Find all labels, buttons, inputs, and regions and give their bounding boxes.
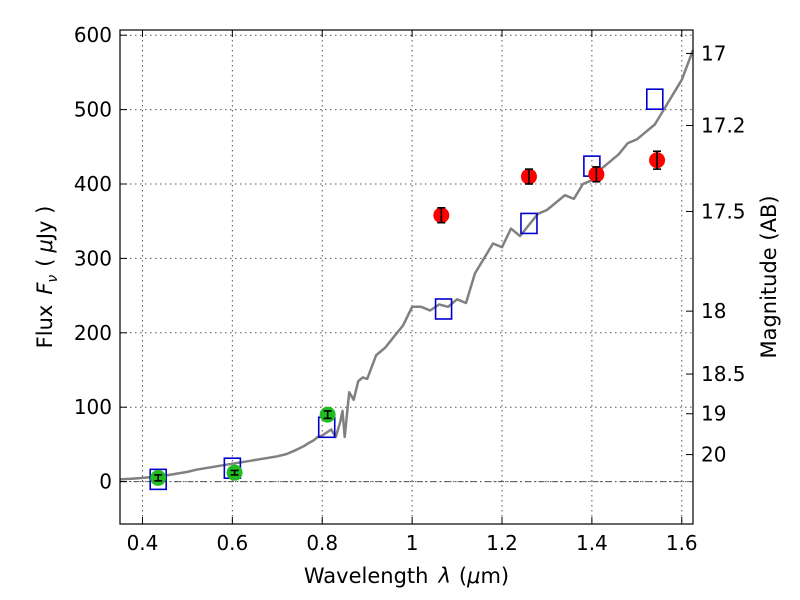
x-axis-label-unit-mu: μ [466,564,480,588]
magnitude-tick-label: 17.5 [701,199,746,223]
y-axis-label-unit-mu: μ [33,239,57,253]
x-axis-label-unit-rest: m) [480,564,509,588]
magnitude-tick-label: 20 [701,443,726,467]
model-band-box [149,468,167,491]
x-tick-label: 1.2 [486,531,518,555]
tick-layer: 0.4 0.6 0.8 1 1.2 1.4 1.6 0 100 200 300 400 500 600 17… [74,23,746,555]
y-axis-label-unit-rest: Jy ) [33,206,57,242]
y-tick-label: 400 [74,172,112,196]
x-tick-label: 1.6 [666,531,698,555]
secondary-y-axis-label: Magnitude (AB) [757,195,781,358]
model-box-layer [149,88,664,491]
magnitude-tick-label: 17.2 [701,113,746,137]
magnitude-tick-label: 18.5 [701,362,746,386]
model-spectrum-line [119,49,695,481]
y-tick-label: 100 [74,395,112,419]
y-tick-label: 0 [99,470,112,494]
model-band-box [434,298,453,320]
y-tick-label: 300 [74,246,112,270]
x-axis-label-text: Wavelength [304,564,429,588]
plot-frame [119,29,694,525]
grid-layer [120,30,693,524]
x-axis-label-unit-open: ( [459,564,467,588]
magnitude-tick-label: 17 [701,41,726,65]
magnitude-tick-label: 19 [701,402,726,426]
x-tick-label: 1.4 [576,531,608,555]
y-tick-label: 200 [74,321,112,345]
x-axis-label: Wavelength λ (μm) [304,564,509,588]
model-layer [119,49,695,481]
y-axis-label-text: Flux [33,305,57,349]
model-band-box [645,88,664,110]
x-tick-label: 0.6 [216,531,248,555]
y-tick-label: 500 [74,98,112,122]
photometry-layer [150,150,666,486]
x-tick-label: 0.4 [127,531,159,555]
y-tick-label: 600 [74,23,112,47]
y-axis-label-subscript: ν [45,275,61,283]
y-axis-label-symbol: F [33,282,57,295]
y-axis-label-unit-open: ( [33,259,57,267]
model-band-box [520,212,538,235]
magnitude-tick-label: 18 [701,299,726,323]
x-axis-label-symbol: λ [437,564,450,588]
x-tick-label: 0.8 [306,531,338,555]
y-axis-label: Flux Fν ( μJy ) [33,206,61,349]
x-tick-label: 1 [406,531,419,555]
